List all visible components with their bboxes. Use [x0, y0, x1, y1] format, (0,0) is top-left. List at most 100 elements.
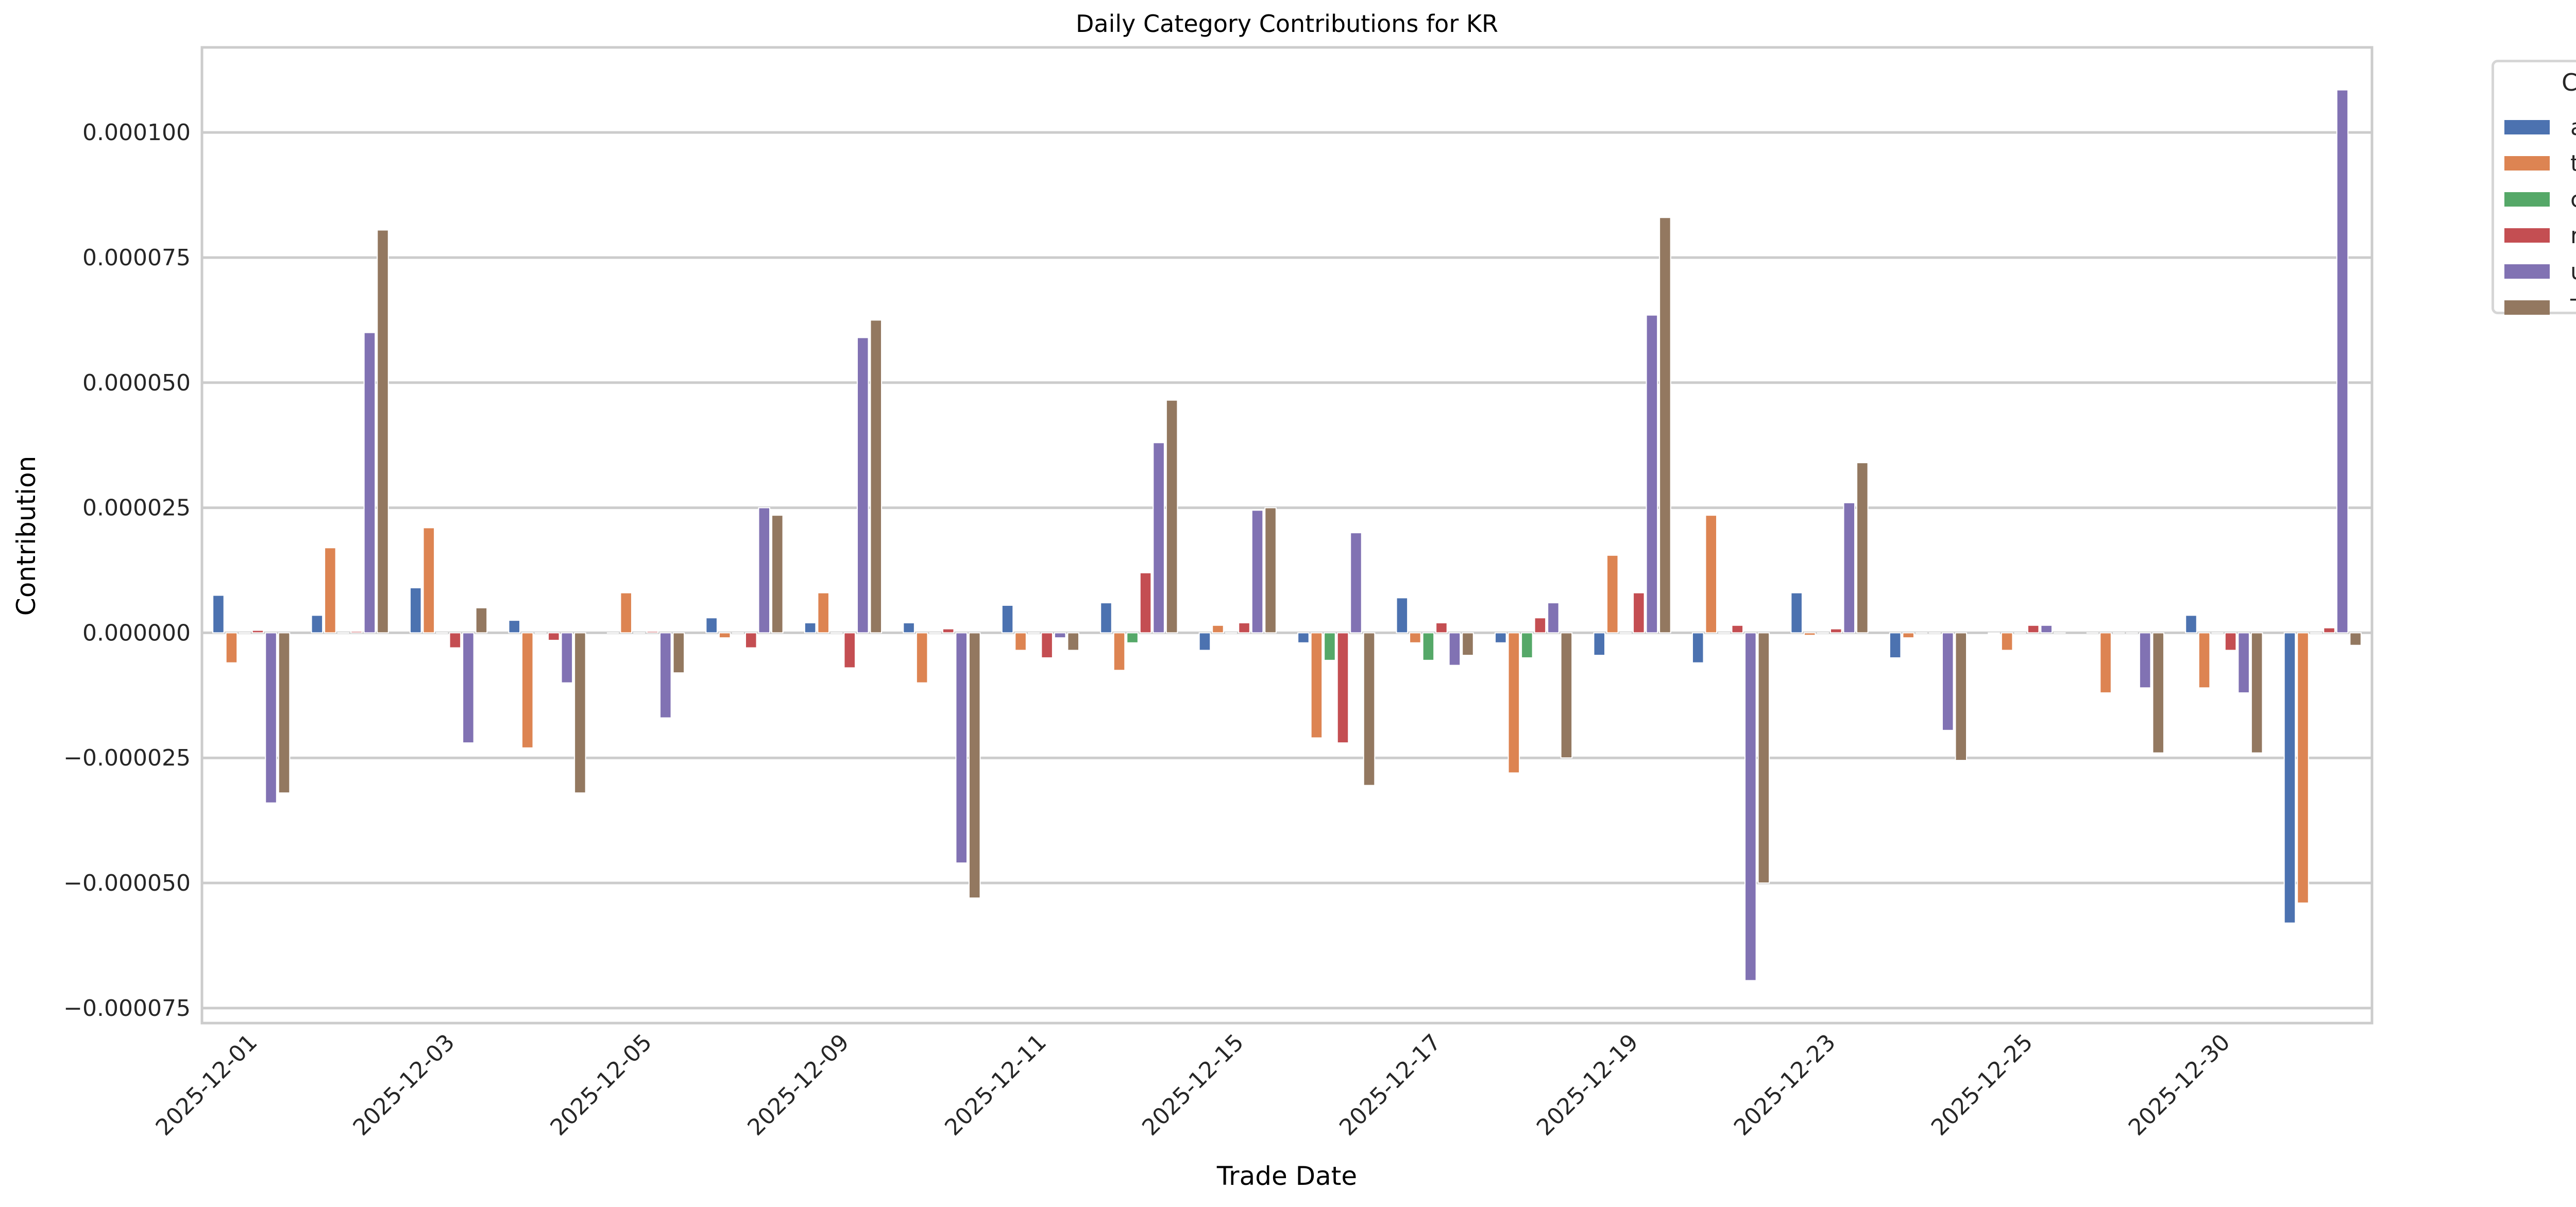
bar-tilt_total-2025-12-10 [916, 632, 928, 684]
bar-Total-2025-12-24 [1955, 632, 1968, 761]
bar-tilt_total-2025-12-04 [521, 632, 534, 749]
legend-item-unexplained: unexplained [2504, 256, 2576, 287]
bar-Total-2025-12-04 [574, 632, 586, 794]
bar-tilt_total-2025-12-05 [620, 592, 633, 634]
bar-tilt_total-2025-12-19 [1606, 554, 1619, 634]
x-tick-label: 2025-12-09 [742, 1029, 854, 1141]
bar-tilt_total-2025-12-16 [1310, 632, 1323, 739]
y-tick-label: −0.000050 [63, 870, 191, 896]
legend-swatch [2504, 300, 2550, 315]
bar-alpha_total-2025-12-22 [1691, 632, 1704, 664]
bar-Total-2025-12-22 [1757, 632, 1770, 884]
legend-swatch [2504, 120, 2550, 134]
bar-alpha_total-2025-12-25 [1988, 632, 2000, 635]
x-tick-label: 2025-12-05 [545, 1029, 657, 1141]
bar-alpha_total-2025-12-12 [1100, 602, 1112, 634]
bar-tilt_total-2025-12-12 [1113, 632, 1126, 671]
legend-item-alpha_total: alpha_total [2504, 112, 2576, 143]
bar-unexplained-2025-12-23 [1843, 502, 1856, 634]
bar-risk_exposure-2025-12-22 [1731, 624, 1744, 634]
gridlines [202, 131, 2372, 1010]
bar-alpha_total-2025-12-02 [311, 615, 324, 634]
bar-alpha_total-2025-12-17 [1396, 597, 1409, 634]
bar-unexplained-2025-12-02 [363, 332, 376, 634]
bar-Total-2025-12-02 [377, 229, 389, 634]
bar-risk_exposure-2025-12-30 [2224, 632, 2237, 651]
bar-risk_exposure-2025-12-09 [843, 632, 856, 669]
bar-alpha_total-2025-12-08 [705, 617, 718, 634]
legend: Category alpha_total tilt_totalcost risk_e… [2492, 60, 2576, 321]
x-tick-label: 2025-12-19 [1532, 1029, 1643, 1141]
bar-alpha_total-2025-12-01 [212, 594, 225, 634]
y-tick-labels: −0.000075 −0.000050 −0.000025 0.000000 0.000… [63, 120, 191, 1022]
bar-unexplained-2025-12-26 [2139, 632, 2151, 689]
bar-risk_exposure-2025-12-05 [646, 631, 659, 634]
x-tick-label: 2025-12-11 [940, 1029, 1052, 1141]
bar-Total-2025-12-08 [771, 515, 784, 634]
bar-alpha_total-2025-12-24 [1889, 632, 1902, 658]
bar-Total-2025-12-01 [278, 632, 291, 794]
y-tick-label: 0.000075 [82, 245, 191, 271]
bar-unexplained-2025-12-19 [1646, 314, 1658, 634]
y-tick-label: −0.000025 [63, 745, 191, 771]
bar-unexplained-2025-12-30 [2238, 632, 2250, 693]
bar-tilt_total-2025-12-22 [1705, 515, 1718, 634]
bar-Total-2025-12-26 [2152, 632, 2164, 754]
bar-alpha_total-2025-12-03 [410, 587, 422, 634]
bar-tilt_total-2025-12-02 [324, 547, 336, 634]
bar-tilt_total-2025-12-03 [422, 527, 435, 634]
y-axis-label: Contribution [11, 456, 41, 616]
bar-risk_exposure-2025-12-18 [1534, 617, 1547, 634]
x-tick-label: 2025-12-25 [1926, 1029, 2038, 1141]
bar-tilt_total-2025-12-30 [2198, 632, 2211, 689]
bar-unexplained-2025-12-01 [265, 632, 277, 804]
bar-risk_exposure-2025-12-25 [2027, 624, 2040, 634]
bar-tilt_total-2025-12-09 [817, 592, 829, 634]
bar-cost-2025-12-18 [1521, 632, 1533, 658]
y-tick-label: 0.000000 [82, 620, 191, 646]
bar-tilt_total-2025-12-18 [1507, 632, 1520, 774]
bar-unexplained-2025-12-22 [1744, 632, 1757, 981]
bar-Total-2025-12-03 [475, 607, 488, 634]
bar-tilt_total-2025-12-11 [1014, 632, 1027, 651]
bar-unexplained-2025-12-12 [1153, 442, 1165, 634]
bar-cost-2025-12-17 [1422, 632, 1435, 661]
legend-swatch [2504, 192, 2550, 207]
bar-alpha_total-2025-12-10 [903, 622, 915, 634]
bar-Total-2025-12-09 [870, 319, 883, 634]
x-tick-label: 2025-12-03 [348, 1029, 460, 1141]
y-tick-label: 0.000025 [82, 495, 191, 521]
x-tick-label: 2025-12-01 [151, 1029, 263, 1141]
bar-tilt_total-2025-12-26 [2099, 632, 2112, 693]
bar-risk_exposure-2025-12-01 [251, 630, 264, 634]
bar-risk_exposure-2025-12-03 [449, 632, 462, 649]
x-tick-label: 2025-12-30 [2124, 1029, 2235, 1141]
bar-unexplained-2025-12-04 [561, 632, 573, 684]
bar-risk_exposure-2025-12-15 [1238, 622, 1250, 634]
bar-unexplained-2025-12-16 [1350, 532, 1362, 634]
legend-swatch [2504, 156, 2550, 171]
bar-alpha_total-2025-12-18 [1495, 632, 1507, 643]
bar-unexplained-2025-12-17 [1448, 632, 1461, 666]
bar-unexplained-2025-12-31 [2336, 89, 2349, 634]
bar-risk_exposure-2025-12-16 [1336, 632, 1349, 744]
legend-item-Total: Total [2504, 292, 2576, 323]
bar-risk_exposure-2025-12-10 [942, 628, 955, 634]
bar-unexplained-2025-12-09 [856, 337, 869, 634]
bar-Total-2025-12-23 [1856, 462, 1869, 634]
bar-Total-2025-12-11 [1067, 632, 1079, 651]
bar-unexplained-2025-12-08 [758, 507, 771, 634]
legend-swatch [2504, 264, 2550, 279]
bar-risk_exposure-2025-12-02 [350, 631, 363, 634]
bar-risk_exposure-2025-12-19 [1633, 592, 1645, 634]
legend-item-cost: cost [2504, 184, 2576, 215]
bar-Total-2025-12-16 [1363, 632, 1376, 786]
bar-risk_exposure-2025-12-08 [745, 632, 757, 649]
plot-frame [200, 46, 2374, 1025]
legend-title: Category [2561, 69, 2576, 96]
bar-unexplained-2025-12-25 [2040, 624, 2053, 634]
bar-alpha_total-2025-12-11 [1001, 604, 1014, 634]
bar-tilt_total-2025-12-17 [1409, 632, 1421, 643]
y-tick-label: 0.000050 [82, 370, 191, 396]
